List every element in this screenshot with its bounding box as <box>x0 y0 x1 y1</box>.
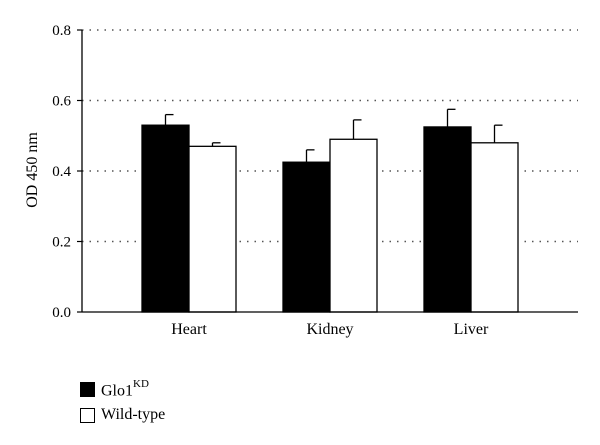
bar-heart-wild-type <box>188 145 237 313</box>
y-tick-label: 0.2 <box>52 235 71 251</box>
x-axis: Heart Kidney Liver <box>82 311 578 338</box>
bar-liver-glo1kd <box>423 126 472 313</box>
x-tick-label: Kidney <box>306 321 353 338</box>
y-tick-label: 0.8 <box>52 23 71 39</box>
bar-kidney-glo1kd <box>282 161 331 313</box>
legend-item-glo1kd: Glo1KD <box>80 376 165 402</box>
legend-label-wild-type: Wild-type <box>101 406 166 423</box>
x-tick-label: Heart <box>171 321 207 338</box>
legend-swatch-wild-type <box>80 407 95 423</box>
y-tick-label: 0.6 <box>52 94 71 110</box>
y-axis-title: OD 450 nm <box>24 132 41 208</box>
x-tick-label: Liver <box>454 321 489 338</box>
bar-kidney-wild-type <box>329 138 378 313</box>
bars <box>141 108 519 313</box>
legend-swatch-glo1kd <box>80 381 95 397</box>
y-tick-label: 0.0 <box>52 305 71 321</box>
legend-label-glo1kd: Glo1KD <box>101 378 149 400</box>
legend: Glo1KD Wild-type <box>80 376 165 428</box>
y-tick-label: 0.4 <box>52 164 71 180</box>
y-axis: 0.0 0.2 0.4 0.6 0.8 <box>52 23 83 321</box>
bar-heart-glo1kd <box>141 124 190 313</box>
legend-item-wild-type: Wild-type <box>80 402 165 428</box>
bar-liver-wild-type <box>470 142 519 313</box>
